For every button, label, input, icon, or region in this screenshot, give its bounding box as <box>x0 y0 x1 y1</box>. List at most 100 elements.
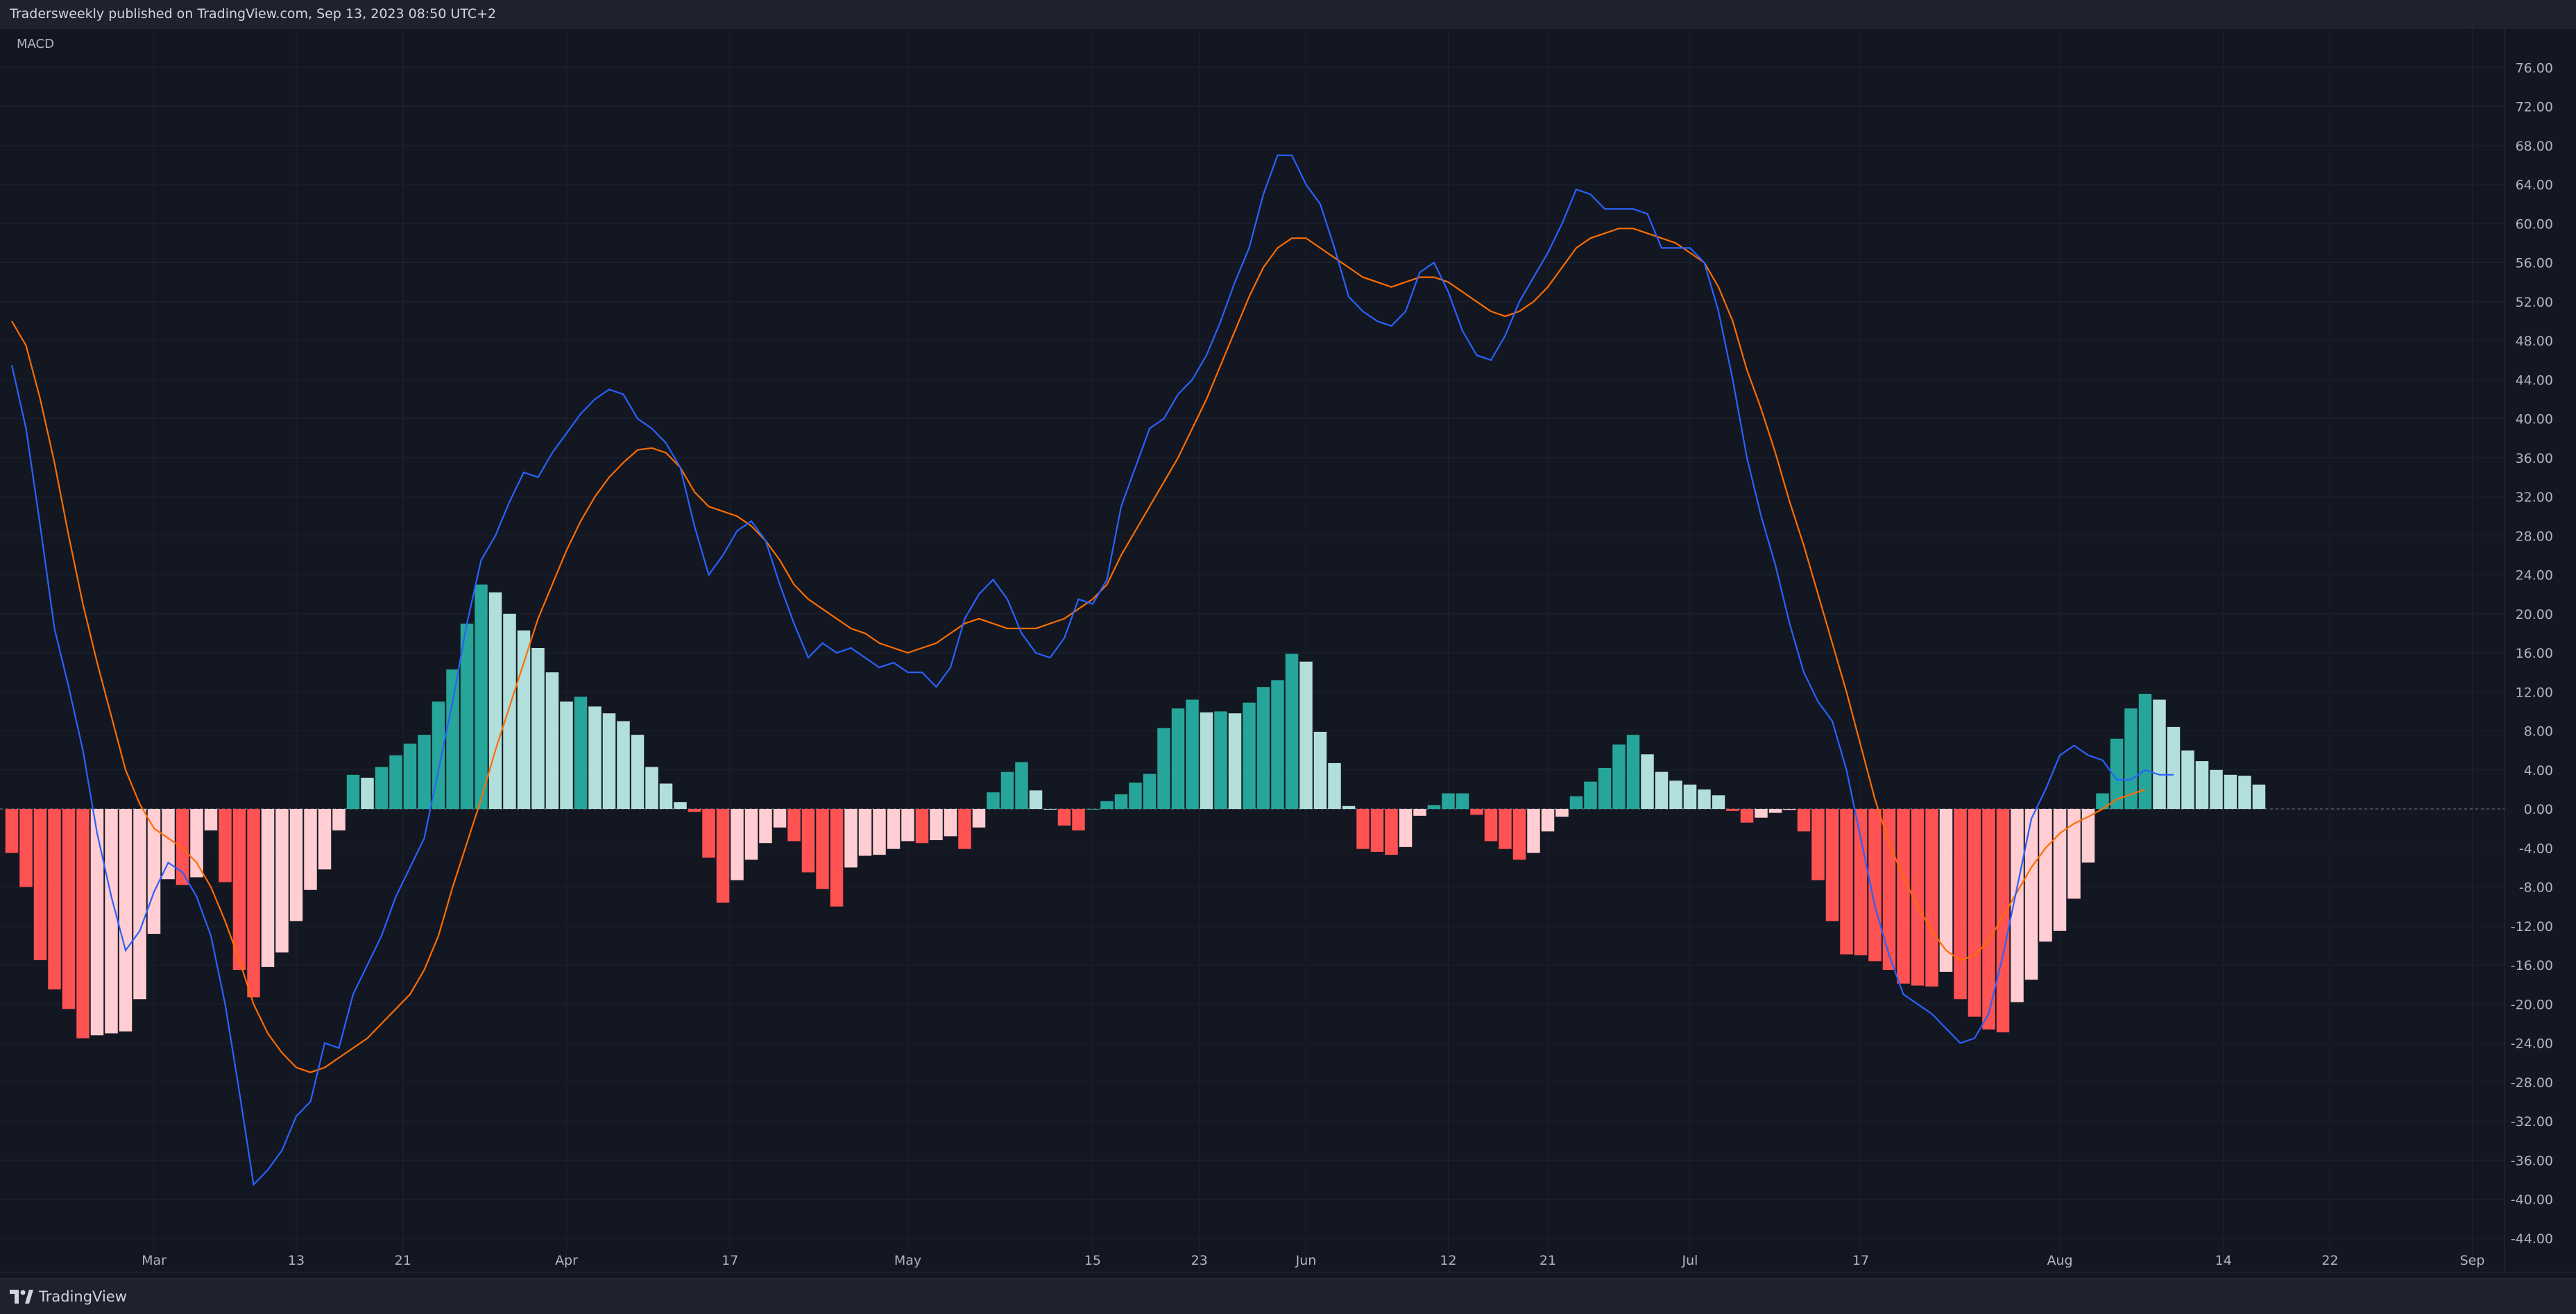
histogram-bar <box>1299 661 1313 810</box>
histogram-bar <box>901 809 914 842</box>
histogram-bar <box>1200 712 1213 810</box>
histogram-bar <box>1897 809 1910 984</box>
histogram-bar <box>1228 713 1242 810</box>
histogram-bar <box>403 743 417 810</box>
histogram-bar <box>1811 809 1825 880</box>
histogram-bar <box>1868 809 1882 962</box>
y-tick-label: 56.00 <box>2516 256 2553 271</box>
histogram-bar <box>488 592 502 810</box>
histogram-bar <box>517 630 531 810</box>
histogram-bar <box>1456 793 1469 810</box>
histogram-bar <box>958 809 971 849</box>
histogram-bar <box>460 623 474 810</box>
x-tick-label: 23 <box>1191 1253 1208 1268</box>
histogram-bar <box>1100 801 1114 810</box>
histogram-bar <box>1256 687 1270 810</box>
histogram-bar <box>1840 809 1853 955</box>
histogram-bar <box>1726 809 1739 811</box>
histogram-bar <box>503 613 516 810</box>
histogram-bar <box>744 809 758 860</box>
histogram-bar <box>887 809 901 849</box>
y-tick-label: -32.00 <box>2511 1114 2553 1129</box>
histogram-bar <box>1057 809 1071 826</box>
footer-brand-text: TradingView <box>39 1288 127 1305</box>
histogram-bar <box>2053 809 2067 931</box>
x-tick-label: Sep <box>2460 1253 2485 1268</box>
histogram-bar <box>915 809 929 844</box>
histogram-bar <box>1925 809 1938 987</box>
histogram-bar <box>773 809 787 828</box>
histogram-bar <box>1157 728 1170 810</box>
histogram-bar <box>1569 796 1583 810</box>
x-tick-label: Jun <box>1295 1253 1317 1268</box>
histogram-bar <box>1442 793 1455 810</box>
histogram-bar <box>801 809 815 873</box>
y-tick-label: -4.00 <box>2519 841 2553 856</box>
histogram-bar <box>1356 809 1370 849</box>
histogram-bar <box>1825 809 1839 921</box>
indicator-label: MACD <box>17 37 54 51</box>
x-tick-label: 22 <box>2321 1253 2338 1268</box>
histogram-bar <box>1000 771 1014 810</box>
histogram-bar <box>602 713 616 810</box>
y-tick-label: -8.00 <box>2519 880 2553 896</box>
y-tick-label: 24.00 <box>2516 568 2553 583</box>
histogram-bar <box>631 735 645 810</box>
histogram-bar <box>972 809 986 828</box>
x-tick-label: 21 <box>1539 1253 1556 1268</box>
histogram-bar <box>232 809 246 971</box>
histogram-bar <box>261 809 275 967</box>
histogram-bar <box>574 697 588 810</box>
y-tick-label: 64.00 <box>2516 178 2553 193</box>
histogram-bar <box>1029 790 1043 810</box>
histogram-bar <box>1086 809 1100 810</box>
histogram-bar <box>1143 774 1157 810</box>
histogram-bar <box>133 809 146 1000</box>
histogram-bar <box>1655 771 1669 810</box>
histogram-bar <box>275 809 289 953</box>
price-axis[interactable]: 76.00 72.00 68.00 64.00 60.00 56.00 52.00 48.00… <box>2511 60 2553 1247</box>
histogram-bar <box>1072 809 1085 830</box>
histogram-bar <box>176 809 189 885</box>
histogram-bar <box>830 809 844 907</box>
tradingview-brand[interactable]: TradingView <box>10 1288 127 1305</box>
histogram-bar <box>346 774 360 810</box>
y-tick-label: -28.00 <box>2511 1075 2553 1091</box>
histogram-bar <box>2067 809 2081 899</box>
histogram-bar <box>1413 809 1426 816</box>
histogram-bar <box>1982 809 1995 1030</box>
histogram-bar <box>204 809 218 830</box>
histogram-bar <box>2153 699 2166 810</box>
histogram-bar <box>1385 809 1398 855</box>
histogram-bar <box>659 783 673 810</box>
histogram-bar <box>759 809 772 844</box>
histogram-bar <box>1214 711 1227 810</box>
histogram-bar <box>62 809 76 1009</box>
histogram-bar <box>1712 795 1725 810</box>
macd-line <box>10 154 2174 1186</box>
y-tick-label: -16.00 <box>2511 958 2553 973</box>
histogram-bar <box>304 809 317 890</box>
histogram-bar <box>1285 654 1299 810</box>
histogram-bar <box>1114 794 1128 810</box>
histogram-bar <box>1470 809 1483 815</box>
histogram-bar <box>1328 762 1341 810</box>
y-tick-label: 28.00 <box>2516 529 2553 544</box>
histogram-bar <box>361 778 374 810</box>
histogram-bar <box>2195 761 2209 810</box>
x-tick-label: 17 <box>1852 1253 1869 1268</box>
histogram-bar <box>688 809 701 812</box>
y-tick-label: 0.00 <box>2524 802 2553 817</box>
y-tick-label: -24.00 <box>2511 1036 2553 1052</box>
histogram-bar <box>418 735 431 810</box>
time-axis[interactable]: Mar 13 21 Apr 17 May 15 23 Jun 12 21 Jul 17 Aug 14 22 Se… <box>142 1253 2576 1268</box>
histogram-bar <box>1854 809 1868 955</box>
x-tick-label: Jul <box>1682 1253 1698 1268</box>
histogram-bar <box>1186 699 1199 810</box>
histogram-bar <box>1541 809 1555 832</box>
macd-chart[interactable]: MACD 76.00 72.00 68.00 64.00 60.00 56.00 52.00… <box>0 28 2576 1277</box>
macd-histogram <box>5 584 2266 1039</box>
y-tick-label: 36.00 <box>2516 451 2553 466</box>
histogram-bar <box>787 809 801 842</box>
histogram-bar <box>389 755 402 810</box>
